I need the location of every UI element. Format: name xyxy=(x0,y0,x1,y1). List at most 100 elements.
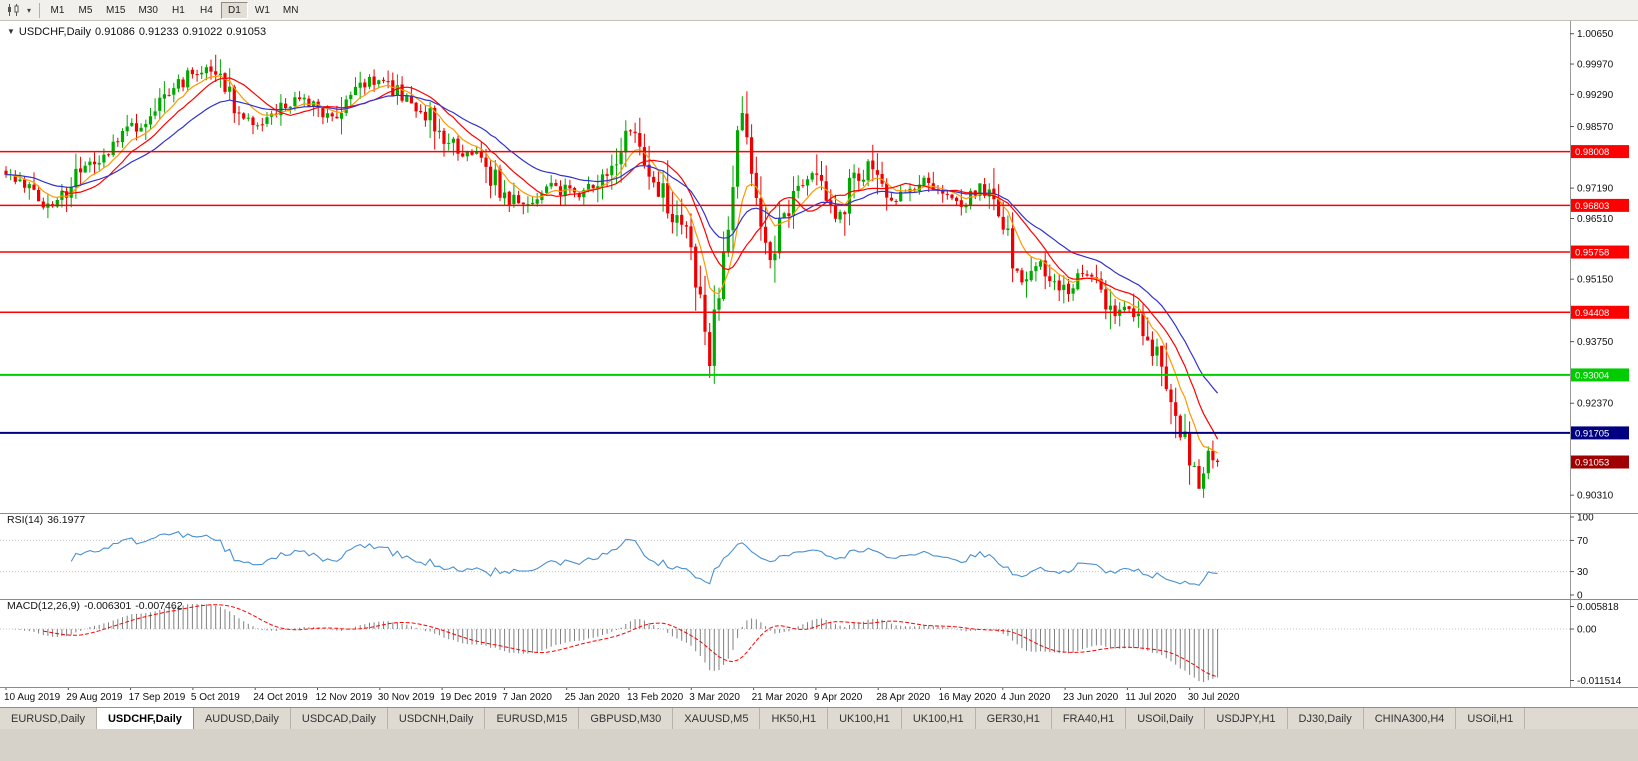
chart-tab-usdjpy-h1[interactable]: USDJPY,H1 xyxy=(1205,708,1288,729)
chart-tab-audusd-daily[interactable]: AUDUSD,Daily xyxy=(193,708,291,729)
chart-tab-usdchf-daily[interactable]: USDCHF,Daily xyxy=(96,708,194,729)
chart-tab-eurusd-daily[interactable]: EURUSD,Daily xyxy=(0,708,97,729)
price-tick-label: 0.93750 xyxy=(1577,337,1614,348)
chart-tab-bar: EURUSD,Daily USDCHF,Daily AUDUSD,Daily USDC… xyxy=(0,707,1638,729)
ohlc-high: 0.91233 xyxy=(138,26,179,38)
date-label: 10 Aug 2019 xyxy=(4,692,61,703)
rsi-name: RSI(14) xyxy=(7,514,44,526)
chart-tab-ger30-h1[interactable]: GER30,H1 xyxy=(975,708,1052,729)
price-tick-label: 0.96510 xyxy=(1577,214,1614,225)
price-tick-label: 0.95150 xyxy=(1577,275,1614,286)
macd-signal-line xyxy=(43,604,1218,678)
macd-tick-label: 0.00 xyxy=(1577,625,1597,636)
price-tick-label: 0.92370 xyxy=(1577,399,1614,410)
price-tick-label: 0.90310 xyxy=(1577,491,1614,502)
rsi-indicator-label: RSI(14) 36.1977 xyxy=(7,514,89,526)
hline-0.98008-badge-label: 0.98008 xyxy=(1575,147,1609,158)
toolbar-separator xyxy=(39,2,40,18)
macd-tick-label: -0.011514 xyxy=(1577,676,1622,687)
date-label: 19 Dec 2019 xyxy=(440,692,497,703)
date-label: 5 Oct 2019 xyxy=(191,692,240,703)
chart-tab-uk100-h1[interactable]: UK100,H1 xyxy=(828,708,902,729)
chart-symbol-label: USDCHF,Daily xyxy=(18,26,92,38)
macd-panel[interactable] xyxy=(0,604,1570,682)
timeframe-button-m1[interactable]: M1 xyxy=(50,4,65,16)
macd-value: -0.006301 xyxy=(83,600,132,612)
chart-tab-dj30-daily[interactable]: DJ30,Daily xyxy=(1287,708,1364,729)
top-toolbar: ▾ M1 M5 M15 M30 H1 H4 D1 W1 MN xyxy=(0,0,1638,21)
timeframe-button-mn[interactable]: MN xyxy=(282,4,299,16)
price-tick-label: 1.00650 xyxy=(1577,29,1614,40)
date-label: 9 Apr 2020 xyxy=(814,692,863,703)
date-label: 23 Jun 2020 xyxy=(1063,692,1118,703)
chart-ohlc-header: ▼ USDCHF,Daily 0.91086 0.91233 0.91022 0.9105… xyxy=(7,26,270,38)
date-label: 13 Feb 2020 xyxy=(627,692,684,703)
date-label: 11 Jul 2020 xyxy=(1125,692,1176,703)
rsi-tick-label: 100 xyxy=(1577,513,1594,524)
chart-tab-usoil-h1[interactable]: USOil,H1 xyxy=(1456,708,1526,729)
main-price-panel[interactable] xyxy=(0,54,1570,498)
chart-canvas[interactable]: 1.00650 0.99970 0.99290 0.98570 0.97190 0.965… xyxy=(0,21,1638,707)
hline-0.98008-badge xyxy=(1571,145,1629,159)
chart-region: 1.00650 0.99970 0.99290 0.98570 0.97190 0.965… xyxy=(0,21,1638,707)
price-axis: 1.00650 0.99970 0.99290 0.98570 0.97190 0.965… xyxy=(4,21,1629,703)
chart-tab-eurusd-m15[interactable]: EURUSD,M15 xyxy=(485,708,580,729)
hline-0.95758-badge-label: 0.95758 xyxy=(1575,248,1609,259)
ma-mid-red xyxy=(61,77,1219,440)
date-label: 7 Jan 2020 xyxy=(502,692,552,703)
chart-tab-china300-h4[interactable]: CHINA300,H4 xyxy=(1363,708,1457,729)
rsi-tick-label: 70 xyxy=(1577,536,1589,547)
up-candle-bodies xyxy=(9,67,1210,489)
date-label: 16 May 2020 xyxy=(939,692,997,703)
chart-tab-usdcad-daily[interactable]: USDCAD,Daily xyxy=(290,708,388,729)
timeframe-button-d1[interactable]: D1 xyxy=(220,1,248,19)
hline-0.91705-badge xyxy=(1571,426,1629,440)
date-label: 24 Oct 2019 xyxy=(253,692,308,703)
date-label: 25 Jan 2020 xyxy=(565,692,620,703)
timeframe-button-m15[interactable]: M15 xyxy=(106,4,126,16)
ma-slow-blue xyxy=(6,94,1219,394)
date-label: 3 Mar 2020 xyxy=(689,692,740,703)
chart-tab-gbpusd-m30[interactable]: GBPUSD,M30 xyxy=(579,708,674,729)
macd-name: MACD(12,26,9) xyxy=(7,600,80,612)
down-candle-bodies xyxy=(4,66,1220,489)
timeframe-button-m5[interactable]: M5 xyxy=(78,4,93,16)
rsi-panel[interactable] xyxy=(0,530,1570,586)
chart-tab-usoil-daily[interactable]: USOil,Daily xyxy=(1126,708,1206,729)
chart-type-dropdown-icon[interactable]: ▾ xyxy=(26,5,31,15)
date-label: 30 Nov 2019 xyxy=(378,692,435,703)
price-tick-label: 0.97190 xyxy=(1577,184,1614,195)
macd-indicator-label: MACD(12,26,9) -0.006301 -0.007462 xyxy=(7,600,187,612)
chart-tab-usdcnh-daily[interactable]: USDCNH,Daily xyxy=(387,708,486,729)
timeframe-button-h4[interactable]: H4 xyxy=(200,4,213,16)
chart-tab-xauusd-m5[interactable]: XAUUSD,M5 xyxy=(673,708,761,729)
hline-0.94408-badge-label: 0.94408 xyxy=(1575,308,1609,319)
rsi-tick-label: 0 xyxy=(1577,591,1583,602)
date-label: 17 Sep 2019 xyxy=(129,692,186,703)
hline-0.95758-badge xyxy=(1571,245,1629,259)
hline-0.91705-badge-label: 0.91705 xyxy=(1575,428,1609,439)
timeframe-button-m30[interactable]: M30 xyxy=(138,4,158,16)
candlestick-chart-icon[interactable] xyxy=(3,2,23,19)
symbol-dropdown-icon[interactable]: ▼ xyxy=(7,27,15,36)
hline-0.93004-badge xyxy=(1571,368,1629,382)
timeframe-button-h1[interactable]: H1 xyxy=(172,4,185,16)
macd-tick-label: 0.005818 xyxy=(1577,602,1619,613)
chart-tab-uk100-h1[interactable]: UK100,H1 xyxy=(901,708,976,729)
hline-0.96803-badge xyxy=(1571,198,1629,212)
chart-tab-fra40-h1[interactable]: FRA40,H1 xyxy=(1051,708,1127,729)
ohlc-low: 0.91022 xyxy=(182,26,223,38)
hline-0.96803-badge-label: 0.96803 xyxy=(1575,201,1609,212)
hline-0.93004-badge-label: 0.93004 xyxy=(1575,370,1609,381)
ohlc-close: 0.91053 xyxy=(226,26,267,38)
chart-tab-hk50-h1[interactable]: HK50,H1 xyxy=(760,708,829,729)
date-label: 21 Mar 2020 xyxy=(752,692,809,703)
date-label: 4 Jun 2020 xyxy=(1001,692,1051,703)
price-tick-label: 0.99290 xyxy=(1577,90,1614,101)
macd-signal-value: -0.007462 xyxy=(135,600,183,612)
ohlc-open: 0.91086 xyxy=(95,26,135,38)
timeframe-button-w1[interactable]: W1 xyxy=(254,4,270,16)
price-tick-label: 0.99970 xyxy=(1577,60,1614,71)
date-label: 30 Jul 2020 xyxy=(1188,692,1240,703)
